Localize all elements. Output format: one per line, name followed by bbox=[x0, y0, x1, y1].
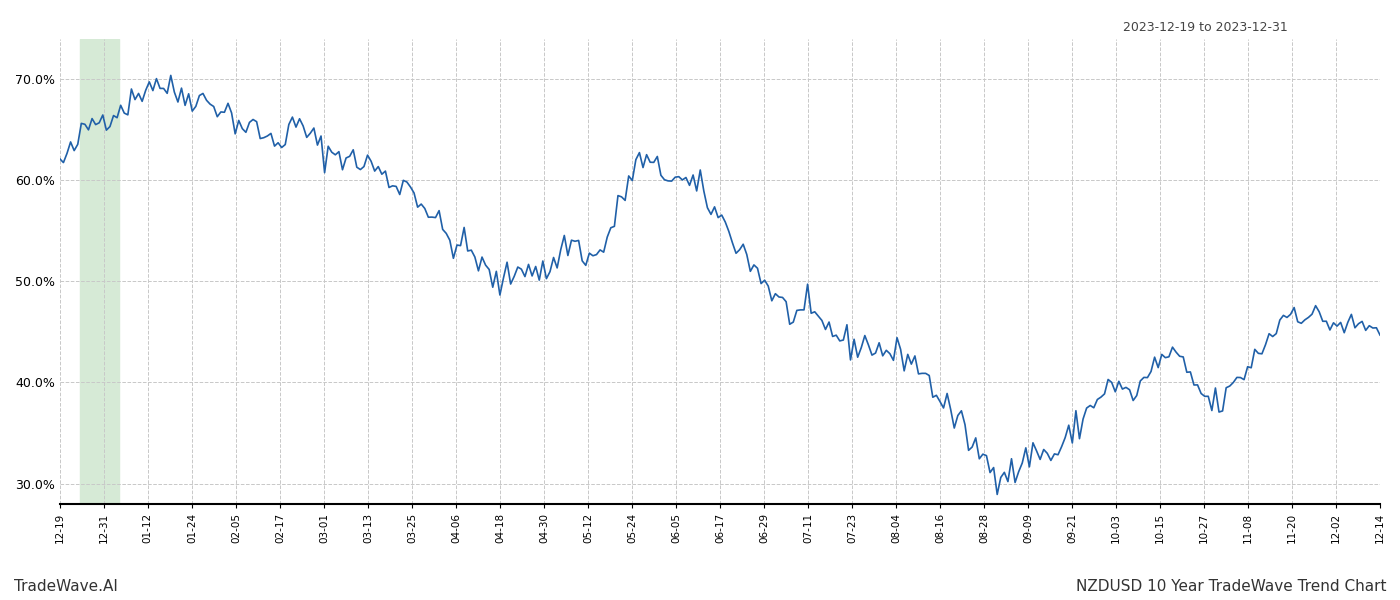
Text: 2023-12-19 to 2023-12-31: 2023-12-19 to 2023-12-31 bbox=[1123, 21, 1288, 34]
Bar bbox=[80, 39, 119, 504]
Text: NZDUSD 10 Year TradeWave Trend Chart: NZDUSD 10 Year TradeWave Trend Chart bbox=[1075, 579, 1386, 594]
Text: TradeWave.AI: TradeWave.AI bbox=[14, 579, 118, 594]
